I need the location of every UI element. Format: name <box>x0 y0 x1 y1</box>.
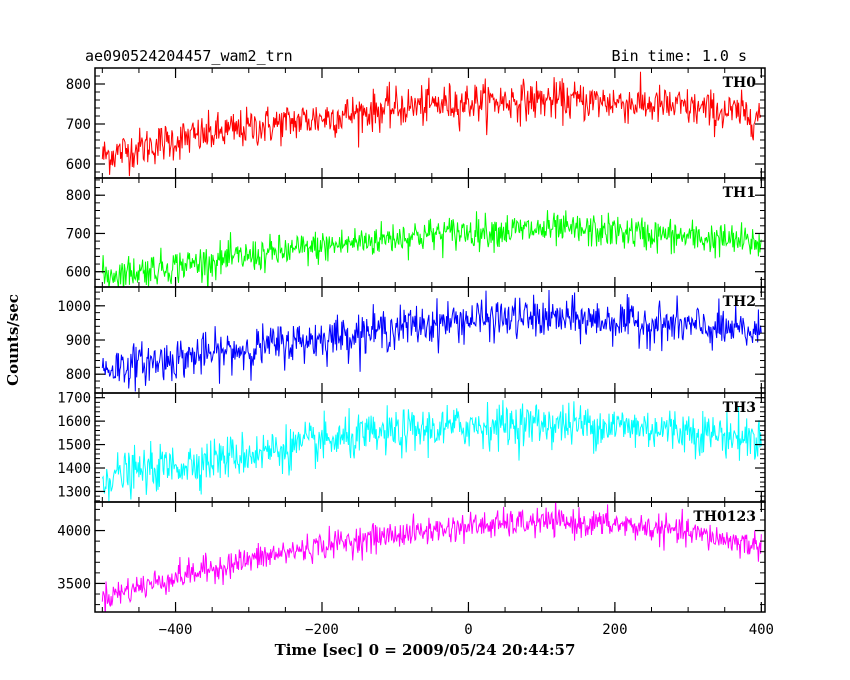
y-tick-label: 1000 <box>57 299 91 315</box>
y-tick-label: 1500 <box>57 438 91 454</box>
chart-title: ae090524204457_wam2_trn <box>85 47 293 65</box>
y-tick-label: 1300 <box>57 484 91 500</box>
x-tick-label: 400 <box>749 622 774 638</box>
y-axis-label: Counts/sec <box>4 294 22 386</box>
x-tick-label: −200 <box>305 622 339 638</box>
y-tick-label: 1700 <box>57 391 91 407</box>
y-tick-label: 4000 <box>57 524 91 540</box>
series-th1 <box>101 210 762 287</box>
panels: 600 700 800 TH0 600 700 800 TH1 800 900 1000 TH2 130… <box>57 67 774 638</box>
panel-label-th0: TH0 <box>723 75 757 91</box>
y-tick-label: 600 <box>66 265 91 281</box>
y-tick-label: 1600 <box>57 414 91 430</box>
x-tick-label: 0 <box>464 622 472 638</box>
series-th0 <box>101 71 762 177</box>
panel-label-th1: TH1 <box>723 185 756 201</box>
y-tick-label: 700 <box>66 226 91 242</box>
y-tick-label: 700 <box>66 117 91 133</box>
y-tick-label: 3500 <box>57 576 91 592</box>
series-th2 <box>101 289 762 392</box>
x-tick-label: 200 <box>602 622 627 638</box>
panel-frame-th3 <box>94 392 766 503</box>
series-th0123 <box>101 502 762 612</box>
y-tick-label: 1400 <box>57 461 91 477</box>
bin-time-label: Bin time: 1.0 s <box>612 47 747 65</box>
y-tick-label: 600 <box>66 157 91 173</box>
y-tick-label: 800 <box>66 188 91 204</box>
panel-frame-th0 <box>94 67 766 179</box>
x-tick-label: −400 <box>159 622 193 638</box>
x-axis-label: Time [sec] 0 = 2009/05/24 20:44:57 <box>275 641 576 659</box>
panel-label-th0123: TH0123 <box>693 509 756 525</box>
panel-label-th3: TH3 <box>723 400 756 416</box>
y-tick-label: 800 <box>66 367 91 383</box>
y-tick-label: 900 <box>66 333 91 349</box>
panel-frame-th0123 <box>94 501 766 613</box>
panel-label-th2: TH2 <box>723 294 756 310</box>
y-tick-label: 800 <box>66 77 91 93</box>
series-th3 <box>101 400 762 502</box>
